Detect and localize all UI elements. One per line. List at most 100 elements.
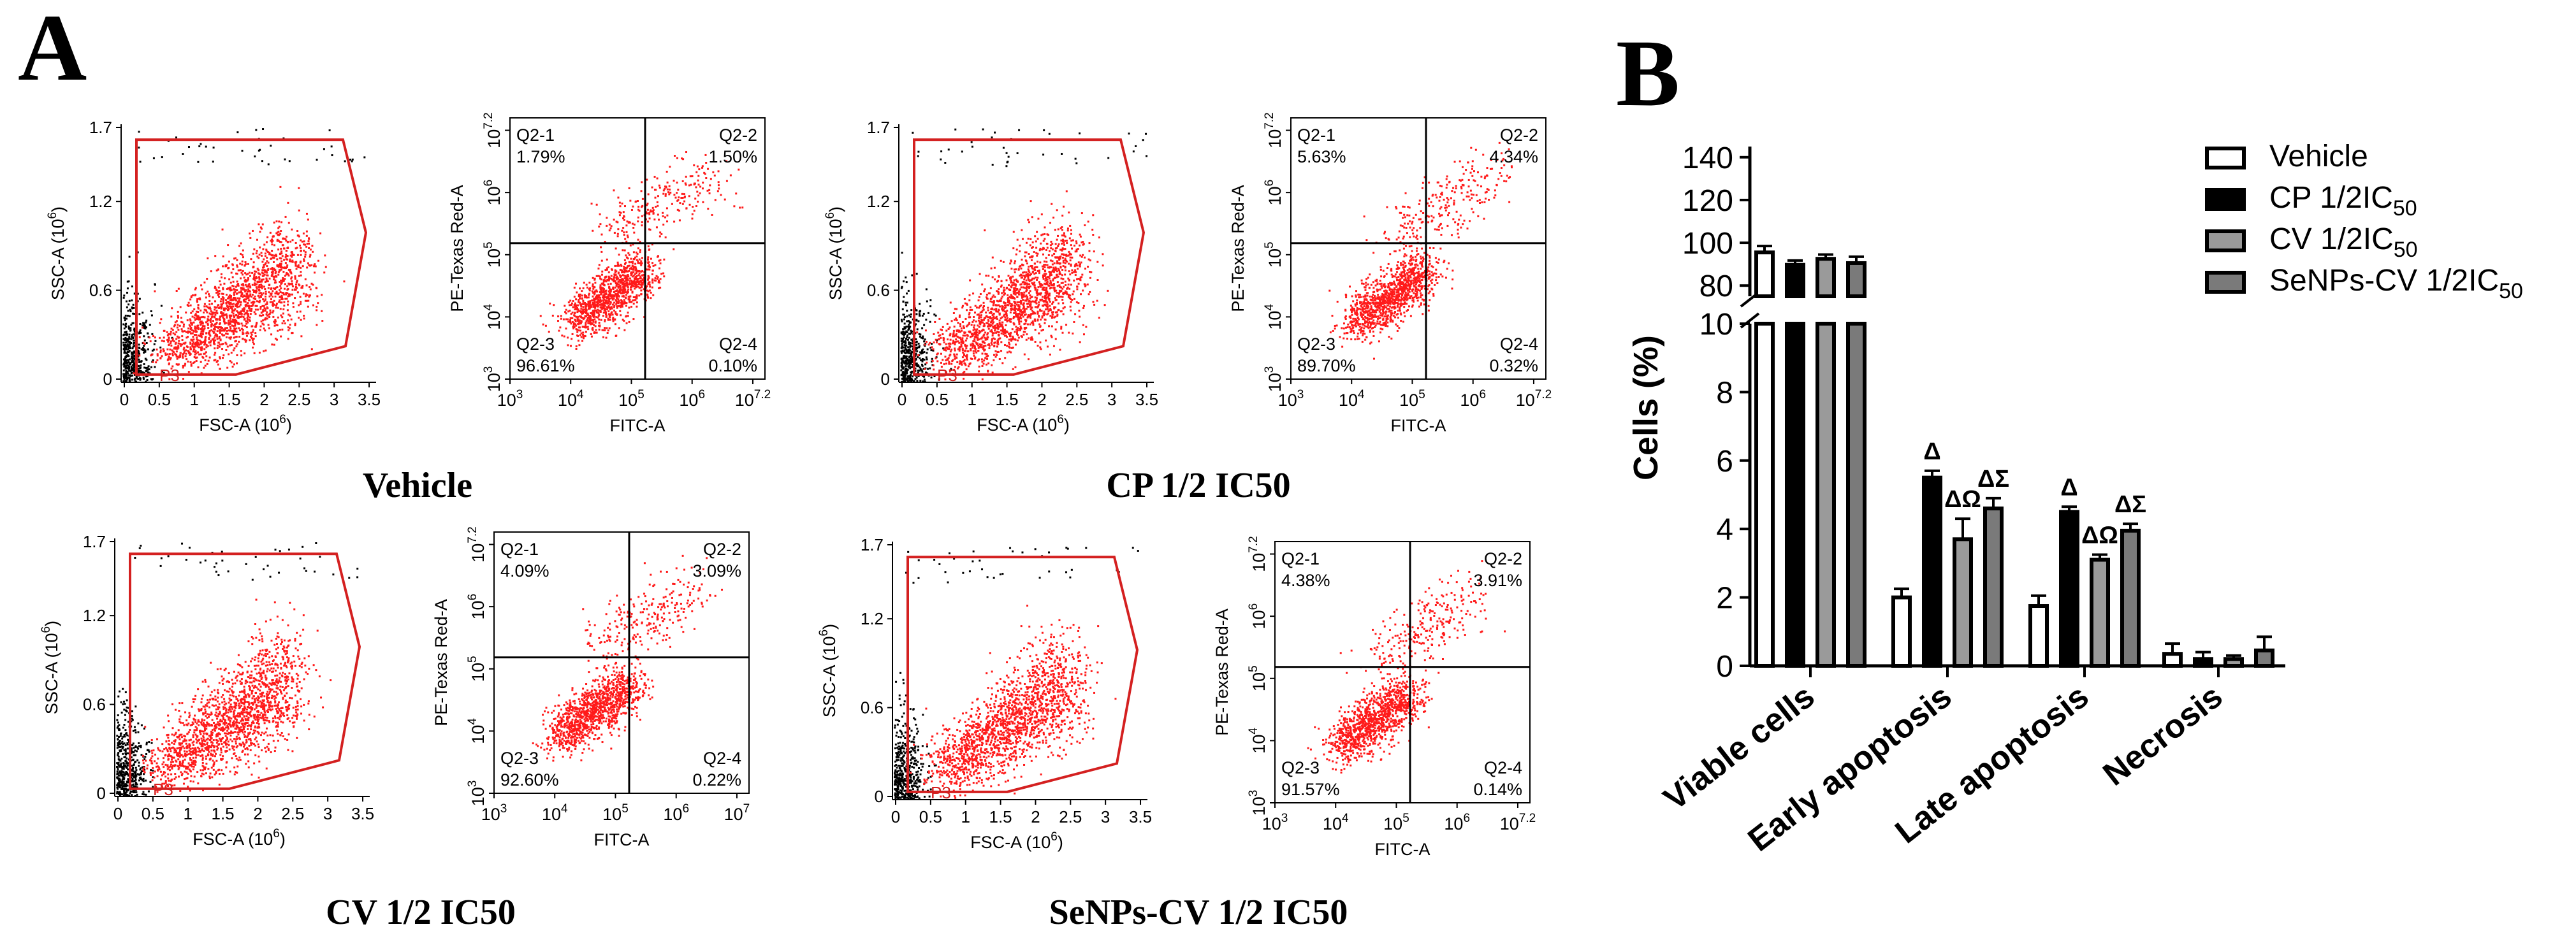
event-dot — [614, 286, 616, 289]
event-dot — [265, 295, 267, 298]
event-dot — [901, 363, 903, 366]
event-dot — [591, 314, 593, 317]
event-dot — [307, 219, 309, 221]
event-dot — [614, 271, 616, 273]
event-dot — [592, 319, 595, 322]
event-dot — [613, 231, 616, 234]
event-dot — [247, 321, 249, 324]
event-dot — [579, 310, 581, 312]
event-dot — [1014, 301, 1016, 303]
event-dot — [138, 313, 141, 315]
event-dot — [272, 235, 275, 238]
event-dot — [294, 275, 296, 278]
event-dot — [917, 354, 920, 357]
event-dot — [662, 215, 664, 217]
event-dot — [594, 320, 597, 323]
event-dot — [128, 342, 131, 344]
event-dot — [307, 240, 310, 243]
event-dot — [255, 324, 258, 327]
event-dot — [1061, 256, 1064, 259]
event-dot — [189, 318, 191, 320]
event-dot — [1019, 317, 1022, 319]
event-dot — [213, 342, 215, 344]
event-dot — [167, 340, 170, 343]
event-dot — [181, 321, 184, 324]
event-dot — [230, 299, 233, 301]
event-dot — [299, 261, 302, 264]
event-dot — [217, 293, 219, 296]
event-dot — [282, 308, 285, 310]
event-dot — [252, 346, 254, 349]
event-dot — [1082, 241, 1084, 243]
event-dot — [194, 314, 196, 317]
x-tick-label: 1 — [189, 390, 198, 409]
event-dot — [919, 366, 921, 369]
event-dot — [901, 308, 904, 310]
event-dot — [200, 372, 203, 375]
event-dot — [209, 319, 212, 322]
event-dot — [240, 301, 242, 304]
event-dot — [593, 302, 596, 305]
event-dot — [230, 344, 233, 347]
event-dot — [671, 203, 673, 205]
event-dot — [236, 343, 238, 345]
event-dot — [211, 338, 214, 341]
event-dot — [659, 278, 662, 280]
event-dot — [149, 336, 151, 339]
event-dot — [198, 145, 201, 148]
event-dot — [244, 305, 247, 308]
event-dot — [214, 343, 216, 345]
x-log-tick-label: 104 — [558, 388, 584, 410]
event-dot — [599, 223, 602, 226]
event-dot — [921, 336, 923, 339]
y-axis-label-group: SSC-A (106) — [46, 206, 68, 300]
event-dot — [200, 330, 203, 333]
event-dot — [1016, 238, 1019, 241]
event-dot — [226, 327, 228, 329]
event-dot — [223, 319, 226, 321]
event-dot — [221, 292, 224, 295]
event-dot — [253, 273, 256, 275]
event-dot — [623, 303, 625, 305]
event-dot — [249, 293, 252, 296]
event-dot — [244, 261, 247, 263]
x-label-close: ) — [286, 415, 292, 435]
event-dot — [229, 287, 232, 289]
event-dot — [909, 367, 912, 370]
event-dot — [900, 350, 903, 353]
event-dot — [636, 284, 638, 286]
event-dot — [171, 349, 173, 352]
event-dot — [574, 323, 576, 326]
event-dot — [218, 318, 221, 320]
event-dot — [570, 322, 572, 325]
event-dot — [1022, 271, 1024, 274]
event-dot — [651, 186, 653, 189]
event-dot — [307, 262, 309, 264]
event-dot — [127, 377, 129, 379]
event-dot — [245, 295, 247, 298]
event-dot — [218, 323, 221, 326]
event-dot — [288, 327, 291, 329]
event-dot — [187, 146, 190, 148]
event-dot — [655, 226, 658, 229]
event-dot — [210, 321, 212, 324]
event-dot — [156, 349, 158, 351]
event-dot — [211, 311, 214, 313]
event-dot — [170, 315, 173, 318]
event-dot — [126, 314, 129, 317]
event-dot — [606, 327, 608, 329]
event-dot — [299, 296, 302, 298]
event-dot — [251, 325, 254, 327]
event-dot — [283, 247, 286, 250]
event-dot — [256, 300, 258, 303]
event-dot — [232, 349, 235, 352]
event-dot — [1027, 268, 1030, 271]
event-dot — [978, 358, 980, 361]
event-dot — [240, 287, 243, 289]
event-dot — [615, 284, 618, 286]
event-dot — [208, 338, 210, 341]
event-dot — [685, 184, 687, 186]
event-dot — [220, 304, 222, 306]
event-dot — [1038, 249, 1041, 252]
event-dot — [170, 344, 173, 347]
